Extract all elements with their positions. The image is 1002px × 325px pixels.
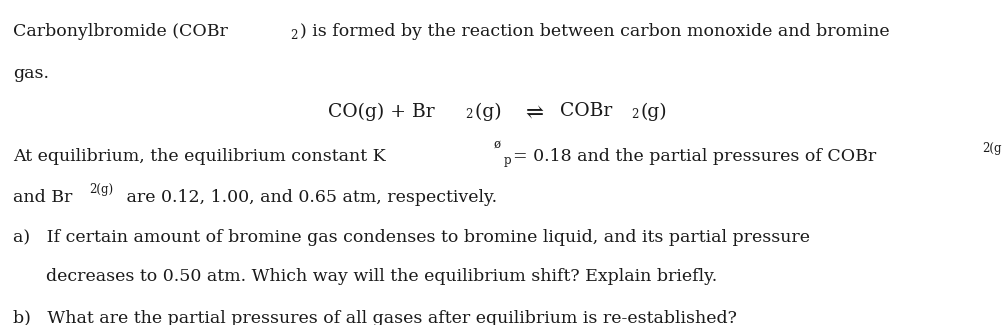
Text: Carbonylbromide (COBr: Carbonylbromide (COBr xyxy=(13,23,227,40)
Text: ) is formed by the reaction between carbon monoxide and bromine: ) is formed by the reaction between carb… xyxy=(300,23,889,40)
Text: At equilibrium, the equilibrium constant K: At equilibrium, the equilibrium constant… xyxy=(13,148,386,165)
Text: 2: 2 xyxy=(465,108,473,121)
Text: ⇌: ⇌ xyxy=(524,102,542,124)
Text: = 0.18 and the partial pressures of COBr: = 0.18 and the partial pressures of COBr xyxy=(513,148,876,165)
Text: COBr: COBr xyxy=(548,102,612,120)
Text: a)   If certain amount of bromine gas condenses to bromine liquid, and its parti: a) If certain amount of bromine gas cond… xyxy=(13,229,810,246)
Text: ø: ø xyxy=(494,137,501,150)
Text: (g): (g) xyxy=(475,102,513,121)
Text: 2: 2 xyxy=(290,29,298,42)
Text: and Br: and Br xyxy=(13,188,72,205)
Text: b)   What are the partial pressures of all gases after equilibrium is re-establi: b) What are the partial pressures of all… xyxy=(13,310,736,325)
Text: 2: 2 xyxy=(630,108,638,121)
Text: gas.: gas. xyxy=(13,65,49,82)
Text: p: p xyxy=(503,154,510,167)
Text: decreases to 0.50 atm. Which way will the equilibrium shift? Explain briefly.: decreases to 0.50 atm. Which way will th… xyxy=(13,268,716,285)
Text: are 0.12, 1.00, and 0.65 atm, respectively.: are 0.12, 1.00, and 0.65 atm, respective… xyxy=(120,188,496,205)
Text: CO(g) + Br: CO(g) + Br xyxy=(328,102,434,121)
Text: 2(g): 2(g) xyxy=(89,183,113,196)
Text: (g): (g) xyxy=(640,102,666,121)
Text: 2(g): 2(g) xyxy=(981,142,1002,155)
